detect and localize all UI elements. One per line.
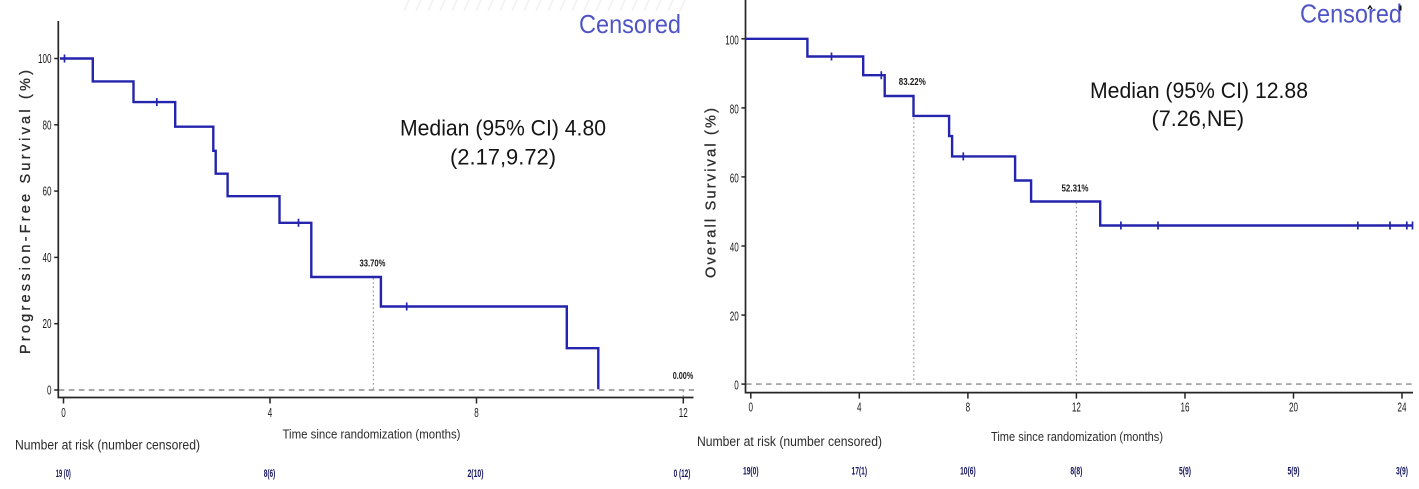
svg-text:60: 60: [43, 185, 52, 199]
svg-text:0: 0: [61, 406, 66, 420]
svg-text:4: 4: [857, 401, 862, 415]
svg-text:5(9): 5(9): [1288, 466, 1300, 478]
svg-text:Number at risk (number censore: Number at risk (number censored): [697, 434, 882, 449]
svg-text:40: 40: [730, 241, 739, 255]
svg-text:0: 0: [734, 379, 739, 393]
svg-text:3(9): 3(9): [1396, 466, 1408, 478]
svg-text:80: 80: [730, 102, 739, 116]
svg-text:Time since randomization (mont: Time since randomization (months): [991, 429, 1163, 444]
svg-text:Censored: Censored: [579, 9, 681, 39]
svg-text:8: 8: [474, 406, 479, 420]
svg-text:5(9): 5(9): [1179, 466, 1191, 478]
svg-text:(2.17,9.72): (2.17,9.72): [450, 145, 556, 170]
svg-text:33.70%: 33.70%: [360, 259, 386, 270]
svg-text:Time since randomization (mont: Time since randomization (months): [283, 427, 461, 442]
svg-text:Median (95% CI) 4.80: Median (95% CI) 4.80: [400, 116, 606, 141]
svg-text:0 (12): 0 (12): [674, 468, 691, 480]
svg-text:20: 20: [43, 317, 52, 331]
svg-text:19(0): 19(0): [743, 466, 759, 478]
svg-text:4: 4: [268, 406, 273, 420]
svg-text:8: 8: [966, 401, 971, 415]
svg-text:24: 24: [1398, 401, 1407, 415]
svg-text:Median (95% CI) 12.88: Median (95% CI) 12.88: [1090, 78, 1308, 103]
svg-text:20: 20: [1289, 401, 1298, 415]
svg-text:8(8): 8(8): [1070, 466, 1082, 478]
svg-text:Number at risk (number censore: Number at risk (number censored): [15, 438, 200, 453]
svg-text:(7.26,NE): (7.26,NE): [1152, 106, 1245, 131]
svg-text:20: 20: [730, 310, 739, 324]
svg-text:12: 12: [679, 406, 688, 420]
svg-text:19 (0): 19 (0): [56, 468, 71, 480]
svg-text:16: 16: [1181, 401, 1190, 415]
svg-text:0: 0: [47, 384, 52, 398]
svg-text:10(6): 10(6): [960, 466, 976, 478]
svg-text:40: 40: [43, 251, 52, 265]
svg-text:2(10): 2(10): [468, 468, 484, 480]
svg-text:17(1): 17(1): [852, 466, 868, 478]
svg-text:100: 100: [38, 52, 52, 66]
svg-text:Progression-Free Survival (%): Progression-Free Survival (%): [18, 70, 34, 354]
svg-text:8(6): 8(6): [264, 468, 276, 480]
svg-text:100: 100: [725, 33, 739, 47]
svg-text:Overall Survival (%): Overall Survival (%): [704, 108, 720, 278]
svg-text:12: 12: [1072, 401, 1081, 415]
svg-text:0.00%: 0.00%: [673, 371, 694, 382]
svg-text:83.22%: 83.22%: [899, 77, 926, 88]
svg-text:Censored: Censored: [1300, 0, 1402, 29]
svg-text:52.31%: 52.31%: [1062, 184, 1089, 195]
svg-text:0: 0: [749, 401, 754, 415]
svg-text:80: 80: [43, 118, 52, 132]
svg-text:60: 60: [730, 171, 739, 185]
